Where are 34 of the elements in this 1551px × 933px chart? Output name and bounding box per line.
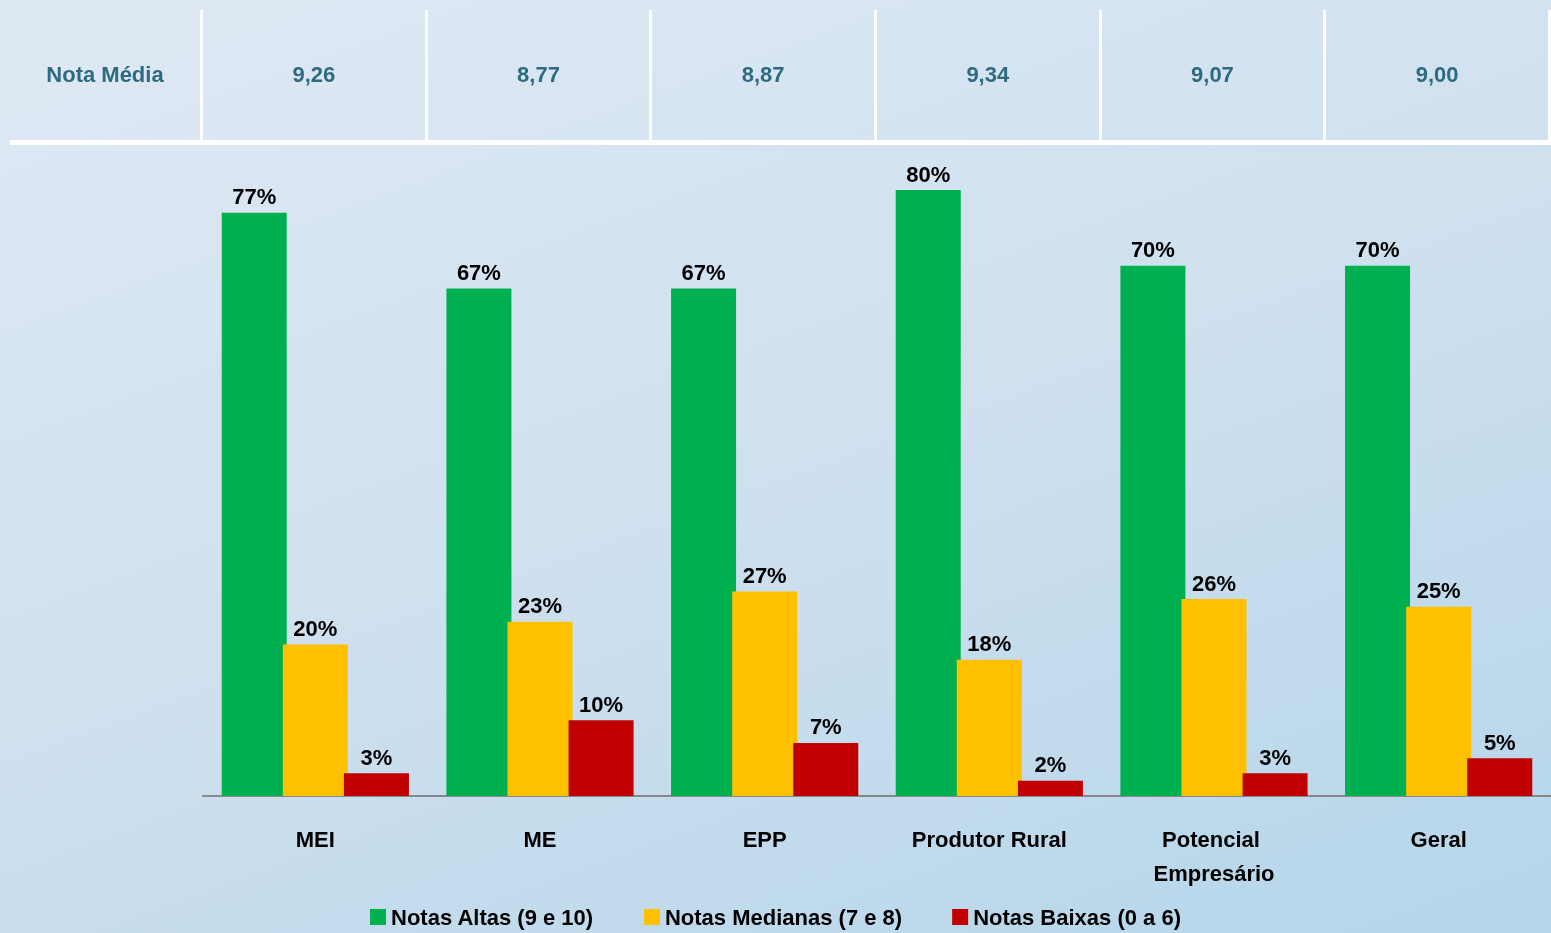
data-label: 67%	[681, 259, 726, 285]
data-label: 20%	[293, 616, 338, 641]
data-label: 2%	[1034, 752, 1067, 778]
text: 9,07	[1101, 10, 1327, 140]
data-label: 23%	[517, 593, 563, 619]
data-label: 25%	[1416, 578, 1461, 604]
data-label: 3%	[360, 744, 393, 770]
legend-label: Notas Medianas (7 e 8)	[664, 904, 903, 930]
data-label: 67%	[456, 259, 501, 285]
text: 9,34	[876, 10, 1102, 140]
text: Nota Média	[10, 10, 203, 140]
text: 8,87	[652, 10, 877, 140]
data-label: 27%	[742, 562, 787, 588]
data-label: 7%	[809, 714, 842, 740]
text: 9,00	[1326, 10, 1551, 140]
x-tick-label: Potencial Empresário	[1153, 826, 1275, 886]
data-label: 18%	[967, 631, 1012, 657]
x-tick-label: EPP	[742, 826, 787, 852]
legend-label: Notas Altas (9 e 10)	[390, 904, 594, 930]
x-tick-label: MEI	[295, 826, 335, 852]
text: 9,26	[203, 10, 428, 140]
data-label: 77%	[232, 184, 277, 210]
x-tick-label: Geral	[1410, 826, 1467, 852]
data-label: 5%	[1483, 729, 1516, 755]
text: 8,77	[427, 10, 653, 140]
data-label: 70%	[1130, 237, 1175, 263]
data-label: 80%	[906, 161, 951, 187]
legend-label: Notas Baixas (0 a 6)	[973, 904, 1182, 930]
data-label: 3%	[1259, 744, 1291, 770]
data-label: 70%	[1355, 237, 1400, 263]
x-tick-label: Produtor Rural	[911, 826, 1067, 852]
x-tick-label: ME	[523, 826, 557, 852]
data-label: 10%	[579, 691, 624, 717]
data-label: 26%	[1191, 570, 1237, 596]
